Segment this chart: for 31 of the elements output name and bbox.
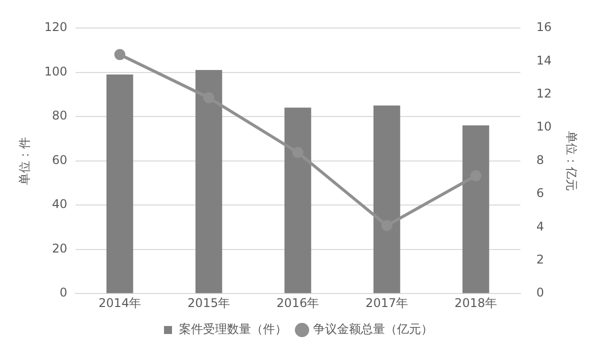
y2-tick-label: 8 [536, 152, 544, 167]
y2-tick-label: 6 [536, 186, 544, 200]
x-tick-label: 2014年 [98, 296, 142, 310]
y-tick-label: 60 [52, 152, 68, 167]
y2-tick-label: 16 [536, 20, 552, 34]
y2-tick-label: 12 [536, 86, 552, 101]
x-tick-label: 2017年 [366, 296, 408, 310]
bar [106, 74, 134, 294]
legend-label: 案件受理数量（件） [179, 322, 287, 336]
y-tick-label: 100 [44, 64, 68, 78]
y2-tick-label: 14 [536, 53, 552, 68]
y2-axis-title: 单位：亿元 [564, 130, 579, 191]
bar [373, 105, 400, 294]
y-tick-label: 120 [44, 20, 68, 34]
y2-tick-label: 2 [536, 252, 544, 267]
y2-tick-label: 10 [536, 120, 552, 134]
y2-tick-label: 4 [536, 219, 544, 234]
bar [462, 125, 490, 294]
x-tick-label: 2018年 [454, 296, 498, 310]
point [114, 49, 126, 60]
y-tick-label: 40 [52, 197, 68, 212]
x-tick-label: 2016年 [276, 296, 320, 310]
y2-tick-label: 0 [536, 286, 544, 300]
legend-label: 争议金额总量（亿元） [313, 322, 433, 336]
bar [284, 108, 312, 294]
y-tick-label: 0 [60, 286, 68, 300]
y-axis-title: 单位：件 [17, 136, 32, 185]
y-tick-label: 80 [52, 108, 68, 123]
x-tick-label: 2015年 [188, 296, 230, 310]
bar [195, 70, 222, 294]
y-tick-label: 20 [52, 241, 68, 256]
